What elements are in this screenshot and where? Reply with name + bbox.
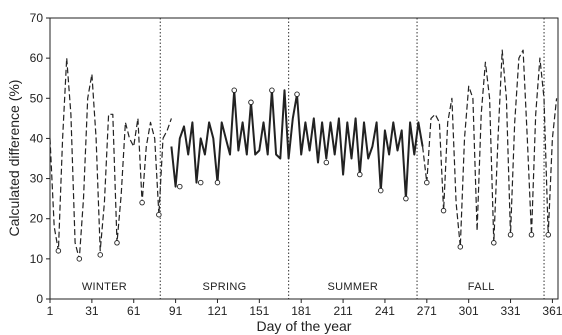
x-tick-label: 151 — [249, 304, 269, 318]
data-marker — [139, 199, 145, 206]
data-marker — [378, 187, 384, 194]
x-tick-label: 361 — [542, 304, 562, 318]
x-tick-label: 271 — [417, 304, 437, 318]
x-tick-label: 211 — [334, 304, 353, 318]
season-label: FALL — [468, 281, 495, 293]
plot-background — [50, 18, 558, 299]
x-tick-label: 121 — [207, 304, 227, 318]
data-marker — [528, 232, 535, 238]
plot-frame — [49, 17, 559, 300]
x-tick-label: 181 — [291, 304, 311, 318]
data-marker — [248, 99, 254, 106]
y-axis-ticks: 0 10 20 30 40 50 60 70 — [30, 11, 50, 306]
data-marker — [545, 232, 551, 238]
y-axis-title: Calculated difference (%) — [6, 80, 22, 237]
data-marker — [323, 159, 330, 166]
marker-group — [55, 87, 551, 262]
data-marker — [357, 171, 363, 178]
data-marker — [294, 91, 300, 98]
y-tick-label: 50 — [30, 91, 44, 105]
data-marker — [231, 87, 237, 94]
data-marker — [440, 207, 447, 214]
data-marker — [491, 240, 497, 246]
season-label: SPRING — [202, 281, 246, 293]
x-tick-label: 241 — [375, 304, 395, 318]
data-marker — [424, 179, 430, 186]
x-axis-title: Day of the year — [257, 318, 352, 334]
season-label: WINTER — [82, 281, 127, 293]
data-marker — [403, 195, 409, 202]
data-marker — [156, 211, 162, 218]
data-marker — [55, 248, 62, 254]
x-tick-label: 301 — [459, 304, 479, 318]
x-tick-label: 331 — [501, 304, 521, 318]
series-line-dashed-1 — [162, 118, 172, 139]
data-marker — [507, 232, 514, 238]
data-marker — [177, 183, 183, 190]
y-tick-label: 40 — [30, 131, 44, 145]
data-marker — [214, 179, 221, 186]
x-axis-ticks: 1 31 61 91 121 151 181 211 241 271 301 331 361 — [47, 299, 562, 318]
y-tick-label: 30 — [30, 172, 44, 186]
data-marker — [76, 256, 83, 262]
series-line-dashed-0 — [49, 57, 164, 260]
data-marker — [97, 252, 103, 258]
x-tick-label: 61 — [127, 304, 141, 318]
data-marker — [457, 244, 464, 250]
y-tick-label: 0 — [36, 292, 43, 306]
x-tick-label: 1 — [47, 304, 54, 318]
series-line-dashed-3 — [422, 49, 558, 248]
x-tick-label: 91 — [169, 304, 183, 318]
x-tick-label: 31 — [85, 304, 99, 318]
y-tick-label: 10 — [30, 252, 44, 266]
y-tick-label: 70 — [30, 11, 44, 25]
y-tick-label: 20 — [30, 212, 44, 226]
y-tick-label: 60 — [30, 51, 44, 65]
data-marker — [269, 87, 275, 94]
data-marker — [114, 240, 120, 246]
data-marker — [197, 179, 204, 186]
season-labels: WINTER SPRING SUMMER FALL — [82, 281, 495, 293]
season-label: SUMMER — [327, 281, 378, 293]
